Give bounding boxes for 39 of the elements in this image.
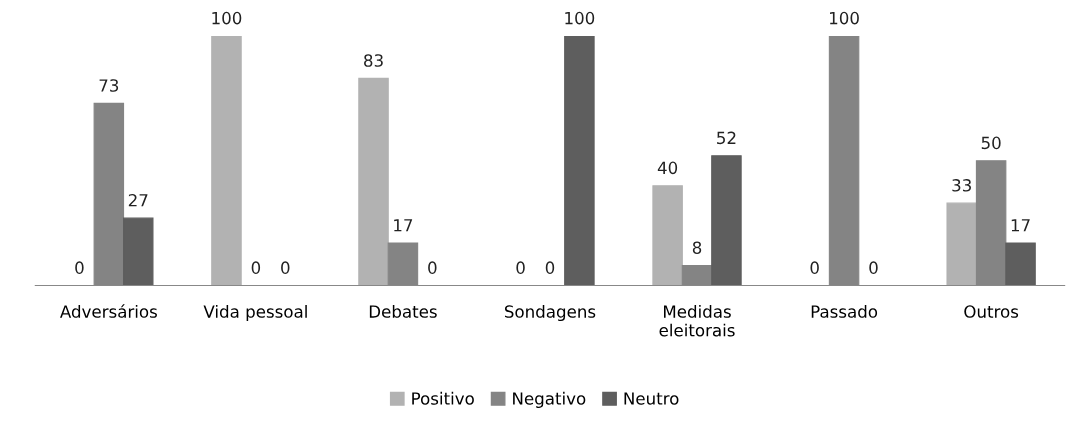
- data-label: 0: [428, 261, 437, 274]
- bar: [564, 35, 595, 286]
- data-label: 100: [830, 11, 859, 25]
- x-tick-label: Outros: [964, 305, 1019, 318]
- data-label: 52: [717, 131, 736, 145]
- data-label: 83: [364, 54, 383, 67]
- bar: [211, 35, 242, 286]
- data-label: 0: [545, 261, 555, 274]
- bar: [122, 217, 154, 286]
- bar: [946, 202, 977, 286]
- x-tick-label: Vida pessoal: [203, 304, 307, 322]
- data-label: 0: [869, 261, 878, 274]
- x-tick-label: Medidas eleitorais: [659, 304, 735, 337]
- x-tick-label: Passado: [811, 304, 878, 318]
- data-label: 17: [1011, 219, 1030, 232]
- legend-label: Negativo: [513, 391, 586, 408]
- x-tick-label: Adversários: [60, 304, 157, 318]
- data-label: 33: [952, 179, 971, 192]
- data-label: 40: [657, 161, 678, 175]
- data-label: 100: [565, 11, 595, 25]
- data-label: 0: [516, 261, 525, 274]
- data-label: 73: [99, 79, 119, 92]
- data-label: 0: [810, 261, 819, 274]
- data-label: 0: [281, 261, 290, 274]
- legend-label: Neutro: [624, 392, 679, 405]
- data-label: 0: [251, 261, 261, 274]
- data-label: 50: [981, 136, 1001, 150]
- bar: [1005, 242, 1036, 286]
- data-label: 17: [394, 219, 413, 232]
- data-label: 100: [212, 11, 242, 25]
- data-label: 8: [692, 241, 702, 254]
- data-label: 0: [75, 261, 84, 274]
- bar: [652, 185, 683, 286]
- data-label: 27: [128, 193, 148, 207]
- x-tick-label: Debates: [369, 304, 437, 318]
- bar: [358, 77, 389, 286]
- bar: [711, 155, 742, 286]
- x-tick-label: Sondagens: [504, 304, 596, 322]
- legend-label: Positivo: [412, 391, 474, 405]
